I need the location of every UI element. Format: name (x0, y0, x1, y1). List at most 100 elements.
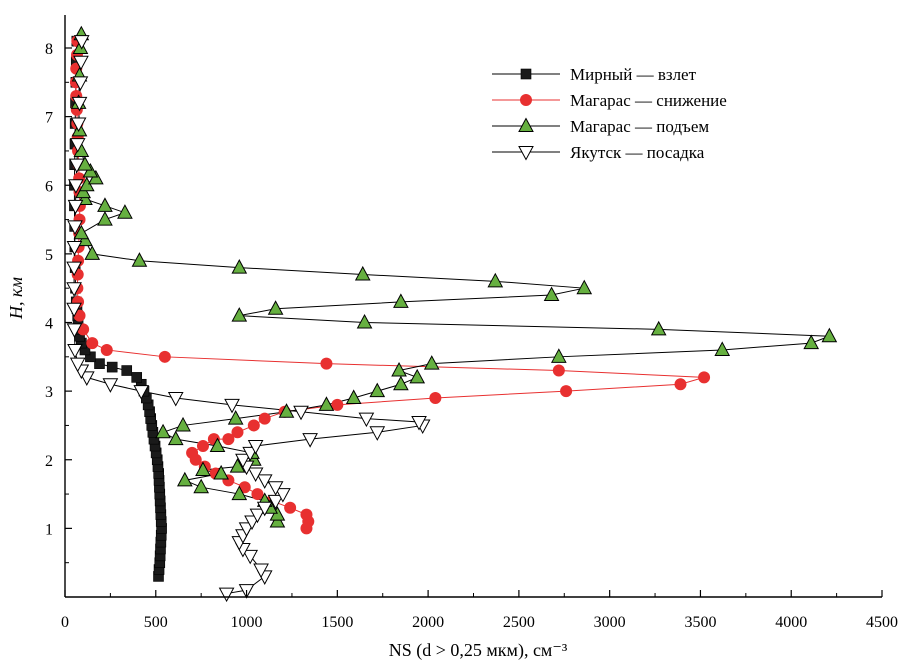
series-magaras-ascent-point (393, 293, 409, 308)
series-magaras-ascent-point (175, 416, 191, 432)
series-yakutsk-landing-point (66, 241, 83, 256)
series-mirny-takeoff-point (121, 365, 133, 376)
series-magaras-descent-point (158, 350, 171, 363)
series-magaras-ascent-point (97, 197, 113, 212)
series-yakutsk-landing-point (253, 563, 269, 579)
series-magaras-ascent-point (231, 259, 248, 274)
series-mirny-takeoff-point (106, 361, 118, 373)
series-magaras-ascent-point (345, 389, 362, 404)
series-magaras-ascent-point (576, 279, 593, 295)
series-yakutsk-landing-point (66, 323, 83, 338)
series-magaras-ascent-point (167, 430, 184, 446)
series-magaras-ascent-point (117, 204, 133, 219)
series-magaras-descent-point (429, 391, 442, 404)
x-tick-label: 0 (61, 614, 69, 631)
series-magaras-descent-point (189, 453, 202, 466)
y-tick-label: 6 (45, 178, 53, 195)
series-magaras-descent-point (674, 378, 687, 391)
series-magaras-descent-point (300, 522, 313, 535)
series-magaras-descent-point (552, 364, 565, 377)
series-magaras-ascent-point (278, 403, 295, 418)
series-magaras-ascent-point (714, 341, 731, 356)
y-tick-label: 8 (45, 41, 53, 58)
series-yakutsk-landing-point (68, 179, 84, 194)
series-magaras-descent-point (247, 419, 260, 432)
y-tick-label: 2 (45, 453, 53, 470)
series-yakutsk-landing-point (256, 501, 273, 517)
legend-marker (520, 94, 532, 106)
series-magaras-ascent-point (543, 286, 560, 302)
series-mirny-takeoff-point (85, 351, 96, 363)
series-yakutsk-landing-point (67, 343, 83, 359)
series-yakutsk-landing-point (249, 508, 266, 524)
legend: Мирный — взлет Магарас — снижение Магарас … (492, 65, 727, 162)
legend-marker (518, 146, 534, 161)
series-magaras-ascent-point (356, 313, 373, 329)
series-magaras-ascent-point (369, 382, 386, 398)
series-magaras-ascent-point (354, 265, 371, 281)
series-magaras-ascent-point (267, 300, 284, 315)
series-magaras-descent-point (222, 433, 235, 446)
series-magaras-descent-point (560, 385, 573, 398)
series-magaras-ascent-point (209, 437, 226, 453)
series-yakutsk-landing-point (267, 481, 284, 496)
legend-item: Мирный — взлет (492, 65, 697, 84)
series-magaras-ascent-point (821, 327, 838, 343)
y-axis-label: H, км (6, 277, 26, 320)
series-magaras-ascent-point (131, 252, 148, 267)
series-magaras-descent-markers (69, 35, 711, 535)
series-yakutsk-landing-point (235, 453, 251, 469)
series-yakutsk-landing-point (293, 405, 309, 421)
series-magaras-ascent-point (155, 423, 171, 439)
series-yakutsk-landing-point (71, 96, 88, 112)
series-yakutsk-landing-point (66, 282, 82, 297)
series-yakutsk-landing-point (247, 467, 264, 483)
series-magaras-descent-point (231, 426, 244, 439)
x-tick-label: 3500 (684, 614, 716, 631)
series-magaras-ascent-point (193, 478, 210, 494)
y-tick-label: 1 (45, 521, 53, 538)
series-magaras-descent-point (258, 412, 271, 425)
series-yakutsk-landing-point (72, 76, 89, 91)
series-magaras-ascent-point (231, 307, 248, 322)
series-magaras-ascent-point (393, 375, 409, 391)
series-magaras-ascent-point (97, 211, 113, 226)
series-magaras-ascent-point (318, 396, 335, 411)
legend-marker (518, 117, 534, 132)
series-yakutsk-landing-point (73, 55, 89, 71)
x-axis-label: NS (d > 0,25 мкм), см⁻³ (389, 640, 568, 661)
series-yakutsk-landing-point (66, 261, 82, 277)
series-magaras-ascent-point (423, 355, 440, 370)
series-yakutsk-landing-point (67, 199, 84, 215)
legend-item: Магарас — подъем (492, 117, 709, 136)
series-yakutsk-landing-point (67, 220, 83, 235)
axes: 0 500 1000 1500 2000 2500 3000 3500 4000 4500 1 2 3 4… (45, 15, 898, 631)
legend-marker (520, 68, 532, 80)
x-tick-label: 3000 (594, 614, 626, 631)
legend-item: Магарас — снижение (492, 91, 727, 110)
x-tick-label: 1000 (231, 614, 263, 631)
series-magaras-descent-point (698, 371, 711, 384)
series-yakutsk-landing-point (224, 398, 240, 414)
series-magaras-ascent-point (213, 464, 229, 480)
y-tick-label: 5 (45, 247, 53, 264)
series-yakutsk-landing-point (369, 426, 386, 441)
series-yakutsk-landing-point (247, 440, 264, 455)
series-magaras-descent-point (320, 357, 333, 370)
series-yakutsk-landing-point (68, 158, 85, 174)
series-magaras-ascent-markers (70, 25, 838, 528)
x-tick-label: 1500 (321, 614, 353, 631)
series-yakutsk-landing-point (256, 474, 273, 489)
series-magaras-descent-point (86, 337, 99, 350)
series-yakutsk-landing-point (218, 587, 235, 603)
legend-item: Якутск — посадка (492, 143, 705, 162)
series-yakutsk-landing-point (302, 433, 318, 448)
series-magaras-descent-point (284, 501, 297, 514)
series-magaras-ascent-point (73, 224, 90, 240)
legend-label: Якутск — посадка (570, 143, 705, 162)
y-tick-label: 4 (45, 316, 53, 333)
series-magaras-descent-line (75, 41, 705, 529)
series-yakutsk-landing-point (69, 357, 86, 373)
legend-label: Магарас — снижение (570, 91, 727, 110)
